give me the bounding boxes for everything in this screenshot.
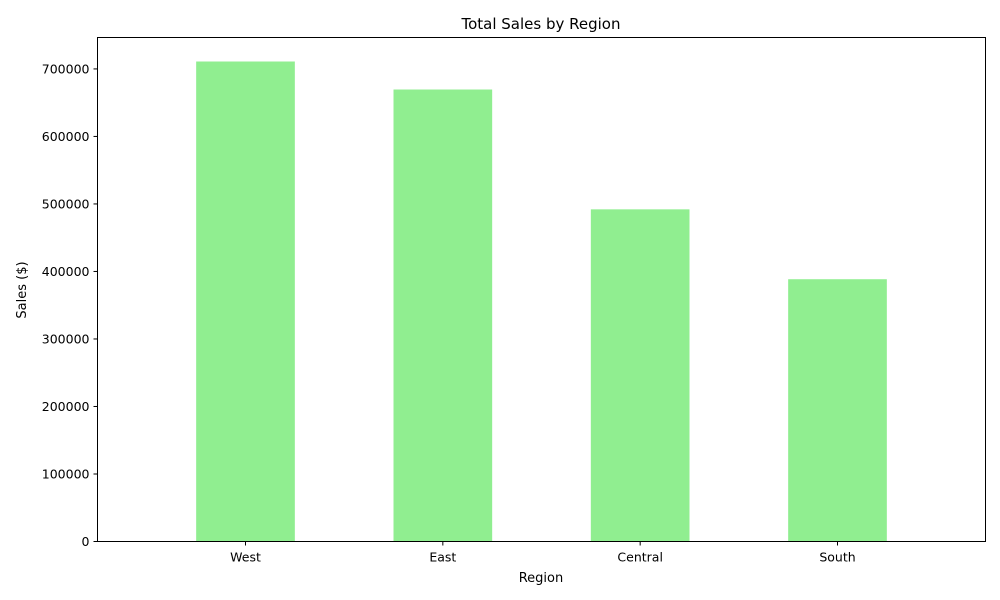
bar-south xyxy=(788,279,887,542)
y-axis-label: Sales ($) xyxy=(15,261,30,318)
bar-east xyxy=(393,89,493,542)
bar-central xyxy=(590,209,690,542)
x-axis-label: Region xyxy=(519,571,564,586)
x-axis: West East Central South xyxy=(230,541,856,565)
bar-west xyxy=(196,61,295,542)
x-tick-label: South xyxy=(819,550,855,565)
bars-layer xyxy=(196,61,887,542)
x-tick-label: Central xyxy=(617,550,663,565)
y-tick-label: 200000 xyxy=(42,399,90,414)
x-tick-label: West xyxy=(230,550,261,565)
y-tick-label: 300000 xyxy=(42,331,90,346)
y-tick-label: 500000 xyxy=(42,196,90,211)
y-axis: 0 100000 200000 300000 400000 500000 600000 700… xyxy=(42,61,98,549)
y-tick-label: 400000 xyxy=(42,264,90,279)
plot-frame xyxy=(97,37,986,542)
y-tick-label: 0 xyxy=(82,534,90,549)
y-tick-label: 100000 xyxy=(42,466,90,481)
y-tick-label: 600000 xyxy=(42,129,90,144)
x-tick-label: East xyxy=(429,550,456,565)
chart-title: Total Sales by Region xyxy=(460,15,620,33)
y-tick-label: 700000 xyxy=(42,61,90,76)
